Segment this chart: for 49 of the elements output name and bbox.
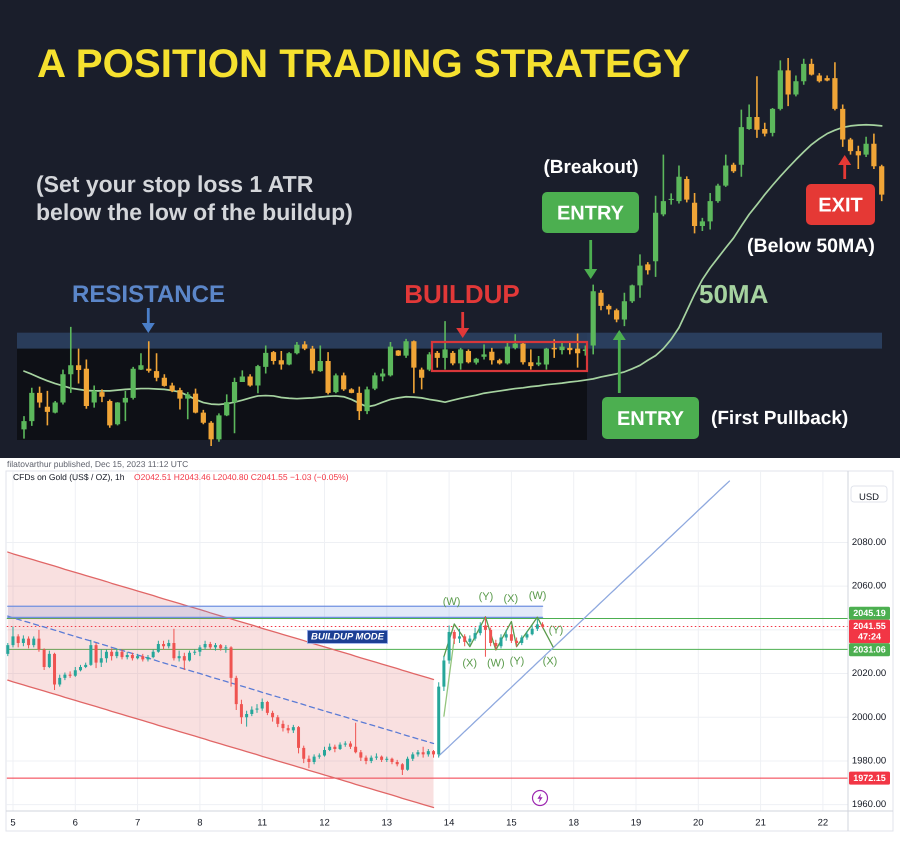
annotation: ENTRY [616, 408, 685, 430]
band-label: RESISTANCE [72, 281, 225, 308]
series-label: 50MA [699, 279, 769, 309]
x-tick-label: 12 [319, 818, 330, 828]
annotation: (X) [542, 656, 558, 668]
annotation: (Breakout) [543, 157, 639, 178]
annotation: ENTRY [556, 202, 625, 225]
annotation: (Y) [510, 656, 524, 668]
annotation: (W) [486, 657, 505, 670]
x-tick-label: 15 [506, 818, 517, 828]
ref-line-label: 1972.15 [853, 773, 886, 784]
x-tick-label: 11 [257, 818, 268, 828]
y-tick-label: 2080.00 [852, 536, 886, 548]
annotation: (X) [503, 593, 518, 605]
x-tick-label: 18 [568, 818, 579, 828]
x-tick-label: 20 [693, 818, 704, 828]
chart-subtitle: O2042.51 H2043.46 L2040.80 C2041.55 −1.03 (−0.05%) [134, 472, 349, 482]
y-tick-label: 1960.00 [852, 799, 886, 810]
x-tick-label: 19 [630, 818, 642, 828]
annotation: (Below 50MA) [747, 235, 875, 257]
ref-line-label: 2045.19 [853, 608, 886, 618]
ref-line-label: 2041.55 47:24 [853, 621, 886, 642]
chart-title: CFDs on Gold (US$ / OZ), 1h [13, 472, 125, 482]
annotation: BUILDUP [404, 279, 520, 309]
annotation: (First Pullback) [711, 408, 848, 429]
annotation: BUILDUP MODE [310, 631, 385, 642]
y-axis-title: USD [858, 492, 880, 503]
y-tick-label: 1980.00 [852, 755, 886, 766]
annotation: (Set your stop loss 1 ATR below the low of the buildup) [36, 171, 353, 225]
x-tick-label: 8 [197, 818, 203, 828]
annotation: (W) [528, 590, 546, 602]
x-tick-label: 7 [134, 818, 140, 828]
x-tick-label: 14 [444, 818, 454, 828]
text: filatovarthur published, Dec 15, 2023 11:12 UTC [7, 459, 188, 469]
y-tick-label: 2060.00 [852, 580, 886, 592]
y-tick-label: 2020.00 [852, 668, 886, 680]
chart-title: A POSITION TRADING STRATEGY [37, 42, 690, 86]
annotation: EXIT [818, 194, 863, 217]
x-tick-label: 21 [755, 818, 766, 828]
y-tick-label: 2000.00 [852, 712, 886, 723]
x-tick-label: 5 [10, 818, 16, 828]
x-tick-label: 22 [818, 818, 828, 828]
annotation: (Y) [548, 624, 564, 637]
x-tick-label: 13 [382, 818, 392, 828]
ref-line-label: 2031.06 [853, 644, 886, 655]
annotation: (W) [442, 596, 460, 608]
x-tick-label: 6 [72, 818, 78, 828]
annotation: (X) [462, 657, 478, 670]
annotation: (Y) [478, 591, 494, 603]
